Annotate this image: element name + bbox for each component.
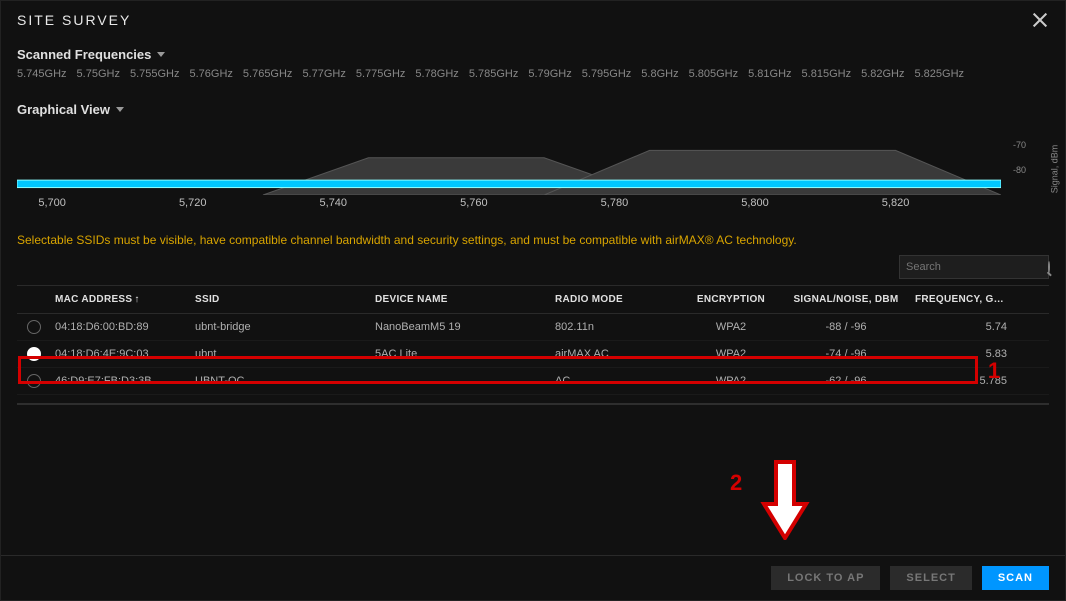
search-input[interactable] — [906, 261, 1048, 273]
table-row[interactable]: 04:18:D6:00:BD:89ubnt-bridgeNanoBeamM5 1… — [17, 314, 1049, 341]
frequency-value: 5.795GHz — [582, 68, 632, 80]
column-header[interactable]: DEVICE NAME — [371, 294, 551, 305]
cell: WPA2 — [681, 348, 781, 360]
row-radio[interactable] — [27, 320, 41, 334]
frequency-value: 5.79GHz — [528, 68, 571, 80]
cell: 802.11n — [551, 321, 681, 333]
cell: 5.785 — [911, 375, 1021, 387]
column-header[interactable]: ENCRYPTION — [681, 294, 781, 305]
frequency-list: 5.745GHz 5.75GHz 5.755GHz 5.76GHz 5.765GHz 5.… — [17, 66, 1049, 84]
cell: AC — [551, 375, 681, 387]
graphical-view-label: Graphical View — [17, 102, 110, 117]
row-radio[interactable] — [27, 374, 41, 388]
frequency-value: 5.77GHz — [302, 68, 345, 80]
cell: WPA2 — [681, 375, 781, 387]
frequency-value: 5.78GHz — [415, 68, 458, 80]
frequency-value: 5.775GHz — [356, 68, 406, 80]
column-header[interactable]: FREQUENCY, GHz — [911, 294, 1021, 305]
column-header[interactable]: SIGNAL/NOISE, dBm — [781, 294, 911, 305]
cell: 46:D9:E7:FB:D3:3B — [51, 375, 191, 387]
column-header[interactable]: SSID — [191, 294, 371, 305]
row-radio[interactable] — [27, 347, 41, 361]
cell: airMAX AC — [551, 348, 681, 360]
scanned-frequencies-label: Scanned Frequencies — [17, 47, 151, 62]
cell: 04:18:D6:4E:9C:03 — [51, 348, 191, 360]
cell: WPA2 — [681, 321, 781, 333]
frequency-value: 5.825GHz — [915, 68, 965, 80]
frequency-value: 5.805GHz — [689, 68, 739, 80]
frequency-value: 5.81GHz — [748, 68, 791, 80]
chevron-down-icon — [157, 52, 165, 57]
cell: 5.74 — [911, 321, 1021, 333]
cell: ubnt-bridge — [191, 321, 371, 333]
frequency-value: 5.75GHz — [77, 68, 120, 80]
cell: 04:18:D6:00:BD:89 — [51, 321, 191, 333]
cell: -88 / -96 — [781, 321, 911, 333]
frequency-value: 5.76GHz — [189, 68, 232, 80]
cell: -62 / -96 — [781, 375, 911, 387]
cell: NanoBeamM5 19 — [371, 321, 551, 333]
table-row[interactable]: 04:18:D6:4E:9C:03ubnt5AC LiteairMAX ACWP… — [17, 341, 1049, 368]
cell: 5AC Lite — [371, 348, 551, 360]
table-row[interactable]: 46:D9:E7:FB:D3:3BUBNT-OC ACWPA2-62 / -965… — [17, 368, 1049, 395]
chevron-down-icon — [116, 107, 124, 112]
page-title: SITE SURVEY — [17, 12, 131, 28]
search-icon — [1048, 261, 1050, 273]
frequency-value: 5.785GHz — [469, 68, 519, 80]
frequency-value: 5.745GHz — [17, 68, 67, 80]
table-divider — [17, 403, 1049, 405]
spectrum-chart: -70-80Signal, dBm 5,7005,7205,7405,7605,… — [17, 133, 1049, 213]
close-icon[interactable] — [1031, 11, 1049, 29]
frequency-value: 5.8GHz — [641, 68, 678, 80]
graphical-view-toggle[interactable]: Graphical View — [17, 102, 1049, 117]
compatibility-hint: Selectable SSIDs must be visible, have c… — [17, 233, 1049, 247]
frequency-value: 5.755GHz — [130, 68, 180, 80]
column-header[interactable]: MAC ADDRESS↑ — [51, 294, 191, 305]
cell: UBNT-OC — [191, 375, 371, 387]
search-input-wrap[interactable] — [899, 255, 1049, 279]
frequency-value: 5.765GHz — [243, 68, 293, 80]
cell: 5.83 — [911, 348, 1021, 360]
scan-button[interactable]: SCAN — [982, 566, 1049, 590]
cell: ubnt — [191, 348, 371, 360]
column-header[interactable]: RADIO MODE — [551, 294, 681, 305]
lock-to-ap-button[interactable]: LOCK TO AP — [771, 566, 880, 590]
select-button[interactable]: SELECT — [890, 566, 971, 590]
frequency-value: 5.815GHz — [802, 68, 852, 80]
cell: -74 / -96 — [781, 348, 911, 360]
scanned-frequencies-toggle[interactable]: Scanned Frequencies — [17, 47, 1049, 62]
ssid-table: MAC ADDRESS↑SSIDDEVICE NAMERADIO MODEENC… — [17, 285, 1049, 395]
frequency-value: 5.82GHz — [861, 68, 904, 80]
